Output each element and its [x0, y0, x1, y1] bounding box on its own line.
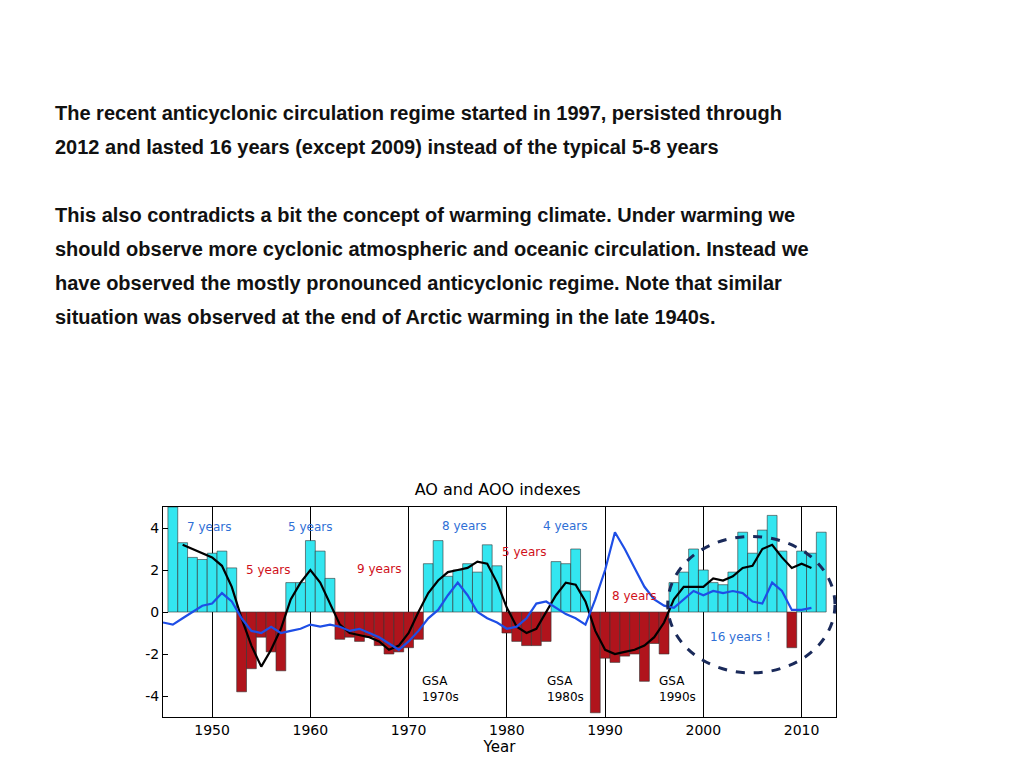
svg-text:GSA1990s: GSA1990s — [659, 674, 696, 704]
svg-text:AO and AOO indexes: AO and AOO indexes — [415, 480, 581, 499]
html-text:situation was observed at the: situation was observed at the end of Arc… — [55, 306, 716, 328]
svg-text:1980: 1980 — [489, 722, 525, 738]
html-text:This also contradicts a bit th: This also contradicts a bit the concept … — [55, 204, 796, 226]
svg-text:4 years: 4 years — [543, 519, 587, 533]
svg-text:7 years: 7 years — [187, 520, 231, 534]
svg-text:1970: 1970 — [391, 722, 427, 738]
svg-text:1950: 1950 — [194, 722, 230, 738]
svg-text:1990: 1990 — [587, 722, 623, 738]
html-text:should observe more cyclonic a: should observe more cyclonic atmospheric… — [55, 238, 809, 260]
svg-text:2010: 2010 — [784, 722, 820, 738]
svg-text:GSA1980s: GSA1980s — [547, 674, 584, 704]
svg-text:2: 2 — [150, 562, 159, 578]
svg-text:9 years: 9 years — [357, 562, 401, 576]
svg-text:5 years: 5 years — [288, 520, 332, 534]
svg-text:16 years !: 16 years ! — [710, 630, 771, 644]
html-text:The recent anticyclonic circul: The recent anticyclonic circulation regi… — [55, 102, 782, 124]
svg-text:5 years: 5 years — [502, 545, 546, 559]
html-text:have observed the mostly prono: have observed the mostly pronounced anti… — [55, 272, 782, 294]
svg-text:1960: 1960 — [293, 722, 329, 738]
svg-text:4: 4 — [150, 520, 159, 536]
svg-text:2000: 2000 — [686, 722, 722, 738]
svg-text:-2: -2 — [145, 646, 159, 662]
html-text:2012 and lasted 16 years (exce: 2012 and lasted 16 years (except 2009) i… — [55, 136, 719, 158]
svg-text:-4: -4 — [145, 688, 159, 704]
svg-text:0: 0 — [150, 604, 159, 620]
svg-text:8 years: 8 years — [612, 589, 656, 603]
svg-text:8 years: 8 years — [442, 519, 486, 533]
svg-text:Year: Year — [483, 738, 517, 756]
svg-text:5 years: 5 years — [246, 563, 290, 577]
svg-text:GSA1970s: GSA1970s — [422, 674, 459, 704]
